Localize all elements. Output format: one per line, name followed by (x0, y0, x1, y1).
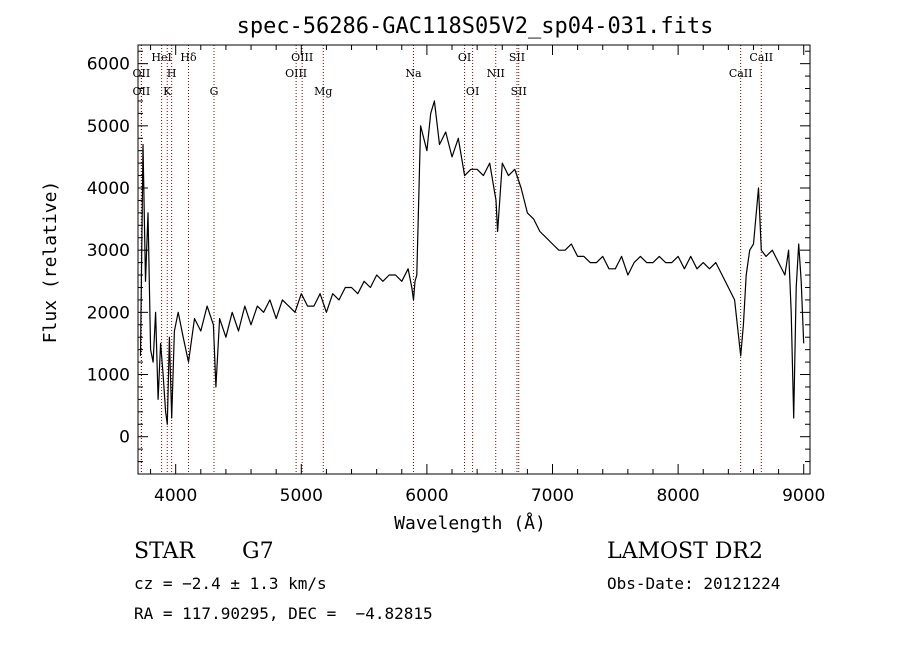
line-marker-label-oii: OII (133, 85, 151, 98)
line-marker-label-g: G (210, 85, 219, 98)
line-marker-label-oiii: OIII (291, 51, 313, 64)
line-marker-label-oi: OI (458, 51, 471, 64)
y-tick-label: 2000 (87, 303, 130, 323)
obs-date: Obs-Date: 20121224 (607, 574, 781, 593)
x-tick-label: 5000 (280, 486, 323, 506)
line-marker-label-mg: Mg (314, 85, 332, 98)
line-marker-label-na: Na (405, 67, 422, 80)
line-marker-label-caii: CaII (749, 51, 773, 64)
line-marker-label-caii: CaII (729, 67, 753, 80)
line-marker-label-hei: HeI (151, 51, 171, 64)
x-tick-label: 7000 (531, 486, 574, 506)
y-tick-label: 6000 (87, 55, 130, 75)
x-tick-label: 4000 (154, 486, 197, 506)
axis-ticks: 4000 5000 6000 7000 8000 9000 0 1000 2000 3000 400… (87, 45, 825, 506)
line-marker-label-oii: OII (133, 67, 151, 80)
line-marker-label-h: H (167, 67, 177, 80)
spectrum-line (139, 100, 805, 425)
survey-name: LAMOST DR2 (607, 539, 763, 564)
spectral-line-markers: OIIOIIHeIHKHδGOIIIOIIIMgNaOIOINIISIISIIC… (133, 45, 773, 474)
plot-frame (137, 44, 811, 475)
y-tick-label: 0 (119, 428, 130, 448)
y-tick-label: 4000 (87, 179, 130, 199)
x-tick-label: 9000 (782, 486, 825, 506)
spectrum-series (139, 100, 805, 425)
object-subclass: G7 (242, 539, 274, 564)
object-class: STAR (134, 539, 195, 564)
y-tick-label: 5000 (87, 117, 130, 137)
y-tick-label: 3000 (87, 241, 130, 261)
x-axis-label: Wavelength (Å) (394, 512, 546, 534)
line-marker-label-nii: NII (487, 67, 505, 80)
line-marker-label-k: K (163, 85, 172, 98)
chart-title: spec-56286-GAC118S05V2_sp04-031.fits (237, 14, 714, 39)
x-tick-label: 6000 (405, 486, 448, 506)
line-marker-label-oiii: OIII (285, 67, 307, 80)
line-marker-label-oi: OI (466, 85, 479, 98)
line-marker-label-hδ: Hδ (180, 51, 197, 64)
cz-value: cz = −2.4 ± 1.3 km/s (134, 574, 327, 593)
y-axis-label: Flux (relative) (40, 181, 61, 344)
line-marker-label-sii: SII (511, 85, 527, 98)
y-tick-label: 1000 (87, 366, 130, 386)
x-tick-label: 8000 (656, 486, 699, 506)
ra-dec-coordinates: RA = 117.90295, DEC = −4.82815 (134, 604, 433, 623)
line-marker-label-sii: SII (509, 51, 525, 64)
